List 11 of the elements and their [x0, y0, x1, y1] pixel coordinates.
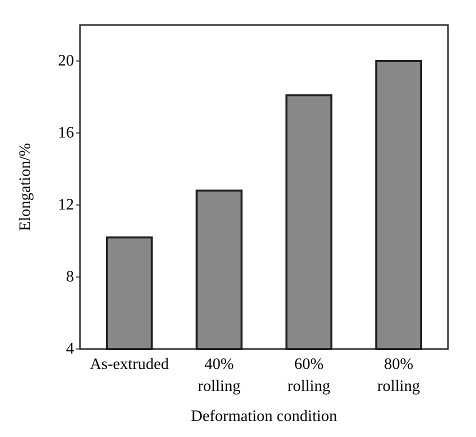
- y-axis-title: Elongation/%: [17, 143, 34, 231]
- y-tick-label: 20: [58, 52, 74, 70]
- x-tick-label: 40% rolling: [198, 356, 240, 395]
- x-axis-title: Deformation condition: [190, 408, 338, 425]
- y-tick-label: 8: [66, 268, 74, 286]
- x-tick-label: 60% rolling: [288, 356, 330, 395]
- y-tick-label: 16: [58, 124, 74, 142]
- y-tick-label: 12: [58, 196, 74, 214]
- y-tick-label: 4: [66, 340, 74, 358]
- x-tick-label: As-extruded: [90, 356, 169, 373]
- x-tick-label: 80% rolling: [377, 356, 420, 395]
